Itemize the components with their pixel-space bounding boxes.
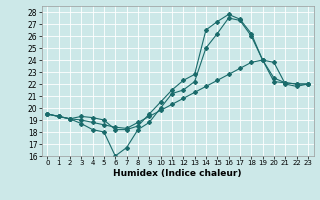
X-axis label: Humidex (Indice chaleur): Humidex (Indice chaleur) bbox=[113, 169, 242, 178]
